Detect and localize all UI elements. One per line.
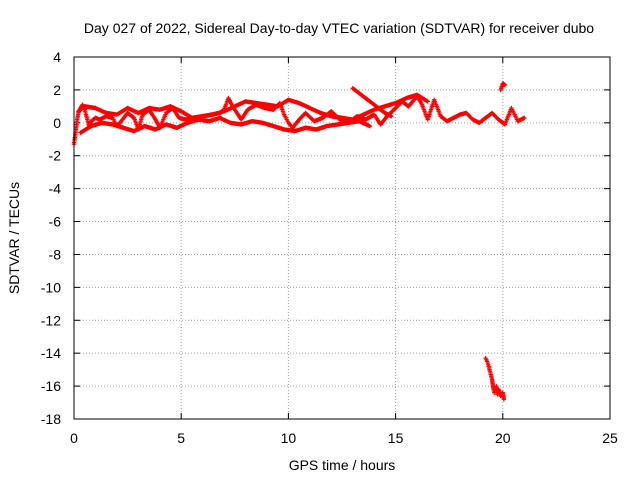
grid-lines <box>74 57 610 419</box>
y-tick-label: -8 <box>49 246 62 262</box>
y-tick-label: 4 <box>53 49 61 65</box>
data-point <box>367 123 373 129</box>
data-points <box>71 81 527 402</box>
y-tick-label: -2 <box>49 148 62 164</box>
x-tick-labels: 0 5 10 15 20 25 <box>70 430 618 446</box>
series-sdtvar-isolated-20h <box>498 81 508 93</box>
y-tick-label: -16 <box>41 378 61 394</box>
y-tick-label: -18 <box>41 411 61 427</box>
data-point <box>501 397 507 402</box>
y-tick-label: -12 <box>41 312 61 328</box>
chart-title: Day 027 of 2022, Sidereal Day-to-day VTE… <box>84 20 594 36</box>
data-point <box>502 82 508 88</box>
x-tick-label: 5 <box>177 430 185 446</box>
y-tick-label: -4 <box>49 181 62 197</box>
y-tick-label: -6 <box>49 214 62 230</box>
series-sdtvar-upper-trace <box>76 92 430 122</box>
y-tick-label: 2 <box>53 82 61 98</box>
y-tick-label: -10 <box>41 279 61 295</box>
x-tick-label: 0 <box>70 430 78 446</box>
data-point <box>425 99 430 104</box>
y-axis-label: SDTVAR / TECUs <box>6 182 22 294</box>
series-sdtvar-lower-trace <box>78 115 373 135</box>
data-point <box>389 114 394 119</box>
series-sdtvar-ridge-13-15h <box>350 86 394 119</box>
x-tick-label: 10 <box>281 430 297 446</box>
axis-ticks <box>73 56 611 420</box>
data-point <box>522 115 527 121</box>
x-axis-label: GPS time / hours <box>289 457 396 473</box>
plot-frame <box>73 56 611 420</box>
y-tick-labels: 4 2 0 -2 -4 -6 -8 -10 -12 -14 -16 -18 <box>41 49 61 427</box>
x-tick-label: 15 <box>388 430 404 446</box>
series-sdtvar-outlier-cluster <box>483 355 507 402</box>
y-tick-label: -14 <box>41 345 61 361</box>
y-tick-label: 0 <box>53 115 61 131</box>
data-point <box>131 115 136 120</box>
x-tick-label: 20 <box>495 430 511 446</box>
x-tick-label: 25 <box>602 430 618 446</box>
